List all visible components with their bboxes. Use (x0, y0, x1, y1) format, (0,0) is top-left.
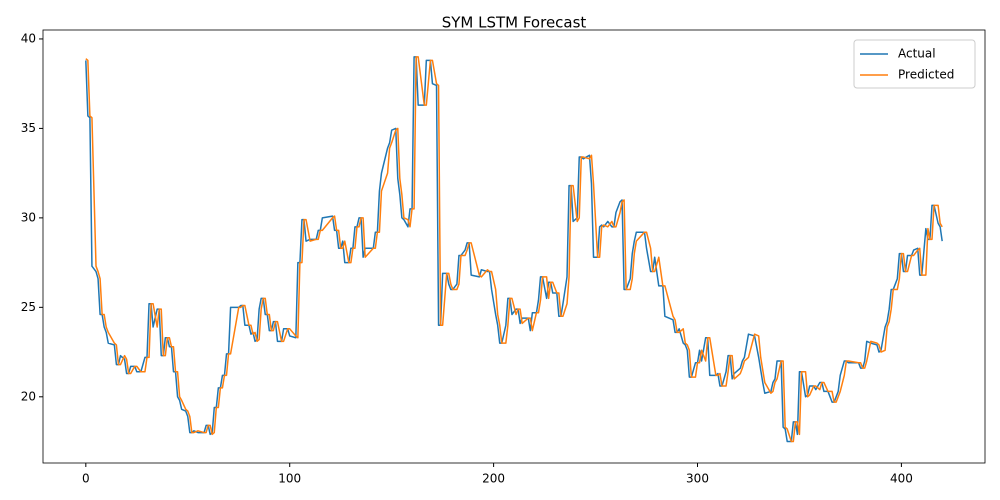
y-tick-label: 20 (21, 389, 36, 403)
legend-label: Actual (898, 47, 936, 61)
y-tick-label: 35 (21, 121, 36, 135)
x-tick-label: 400 (890, 472, 913, 486)
plot-frame (42, 29, 986, 464)
x-tick-label: 0 (82, 472, 90, 486)
x-tick-label: 300 (686, 472, 709, 486)
line-series (85, 56, 943, 443)
x-tick-label: 100 (278, 472, 301, 486)
chart-title: SYM LSTM Forecast (442, 14, 587, 32)
x-tick-label: 200 (482, 472, 505, 486)
legend-box (853, 39, 976, 89)
y-tick-label: 40 (21, 31, 36, 45)
line-series (85, 56, 943, 443)
y-tick-label: 25 (21, 300, 36, 314)
legend-label: Predicted (898, 68, 954, 82)
y-tick-label: 30 (21, 210, 36, 224)
